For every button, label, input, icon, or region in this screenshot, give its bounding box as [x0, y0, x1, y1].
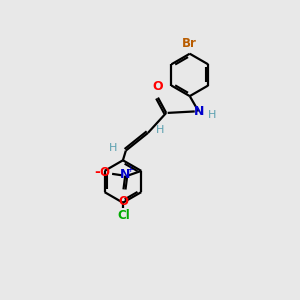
- Text: +: +: [126, 165, 134, 174]
- Text: Cl: Cl: [117, 209, 130, 222]
- Text: N: N: [120, 168, 130, 181]
- Text: H: H: [208, 110, 216, 120]
- Text: Br: Br: [182, 37, 197, 50]
- Text: H: H: [109, 142, 118, 153]
- Text: O: O: [118, 195, 128, 208]
- Text: O: O: [100, 166, 110, 178]
- Text: O: O: [152, 80, 163, 93]
- Text: H: H: [156, 125, 165, 135]
- Text: -: -: [94, 165, 100, 179]
- Text: N: N: [194, 105, 204, 118]
